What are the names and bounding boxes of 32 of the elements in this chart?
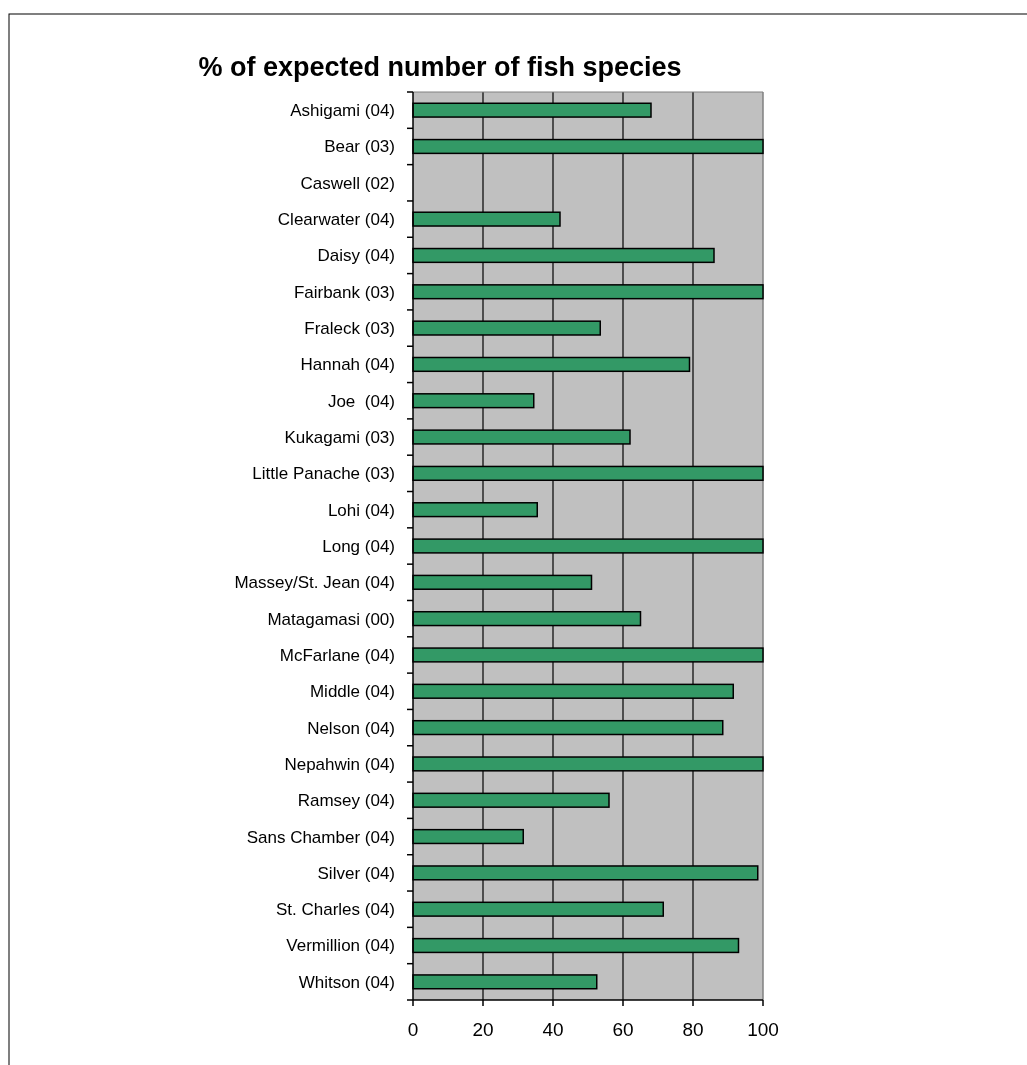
x-tick-label: 100 xyxy=(747,1019,779,1040)
x-tick-label: 40 xyxy=(542,1019,564,1040)
y-tick-label: Nepahwin (04) xyxy=(284,754,395,774)
y-tick-label: McFarlane (04) xyxy=(279,645,395,665)
y-tick-label: Hannah (04) xyxy=(300,355,395,375)
y-tick-label: Long (04) xyxy=(322,536,395,556)
y-tick-label: Little Panache (03) xyxy=(252,464,395,484)
y-tick-label: Vermillion (04) xyxy=(286,936,395,956)
y-tick-label: Joe (04) xyxy=(327,391,395,411)
x-tick-label: 80 xyxy=(682,1019,704,1040)
y-tick-label: Lohi (04) xyxy=(327,500,395,520)
y-tick-label: Massey/St. Jean (04) xyxy=(234,573,395,593)
y-tick-label: Silver (04) xyxy=(317,863,395,883)
y-tick-label: Caswell (02) xyxy=(300,173,395,193)
x-tick-label: 60 xyxy=(612,1019,634,1040)
y-tick-label: St. Charles (04) xyxy=(275,900,395,920)
y-tick-label: Matagamasi (00) xyxy=(267,609,395,629)
y-tick-label: Fraleck (03) xyxy=(304,319,395,339)
x-tick-label: 0 xyxy=(407,1019,419,1040)
y-tick-label: Clearwater (04) xyxy=(277,210,395,230)
y-tick-label: Kukagami (03) xyxy=(284,427,395,447)
y-tick-label: Ashigami (04) xyxy=(290,101,395,121)
y-tick-label: Nelson (04) xyxy=(307,718,395,738)
y-tick-label: Middle (04) xyxy=(309,682,395,702)
chart-title: % of expected number of fish species xyxy=(198,52,682,82)
y-tick-label: Daisy (04) xyxy=(317,246,395,266)
y-tick-label: Whitson (04) xyxy=(298,972,395,992)
y-tick-label: Fairbank (03) xyxy=(293,282,395,302)
x-tick-label: 20 xyxy=(472,1019,494,1040)
y-tick-label: Ramsey (04) xyxy=(297,791,395,811)
y-tick-label: Bear (03) xyxy=(324,137,395,157)
y-tick-label: Sans Chamber (04) xyxy=(246,827,395,847)
